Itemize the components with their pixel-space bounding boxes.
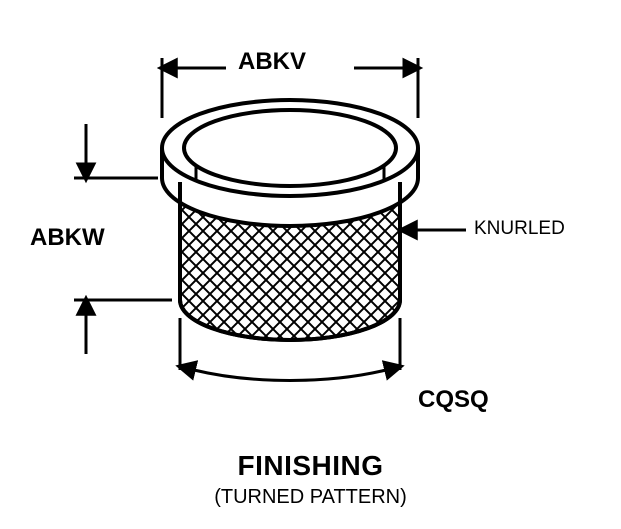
diagram-stage: ABKV ABKW CQSQ KNURLED FINISHING (TURNED… (0, 0, 621, 529)
label-abkv: ABKV (238, 48, 306, 76)
label-knurled: KNURLED (474, 218, 565, 240)
title: FINISHING (0, 450, 621, 482)
label-cqsq: CQSQ (418, 386, 489, 414)
rim-inner (184, 110, 396, 186)
label-abkw: ABKW (30, 224, 105, 252)
subtitle: (TURNED PATTERN) (0, 486, 621, 509)
